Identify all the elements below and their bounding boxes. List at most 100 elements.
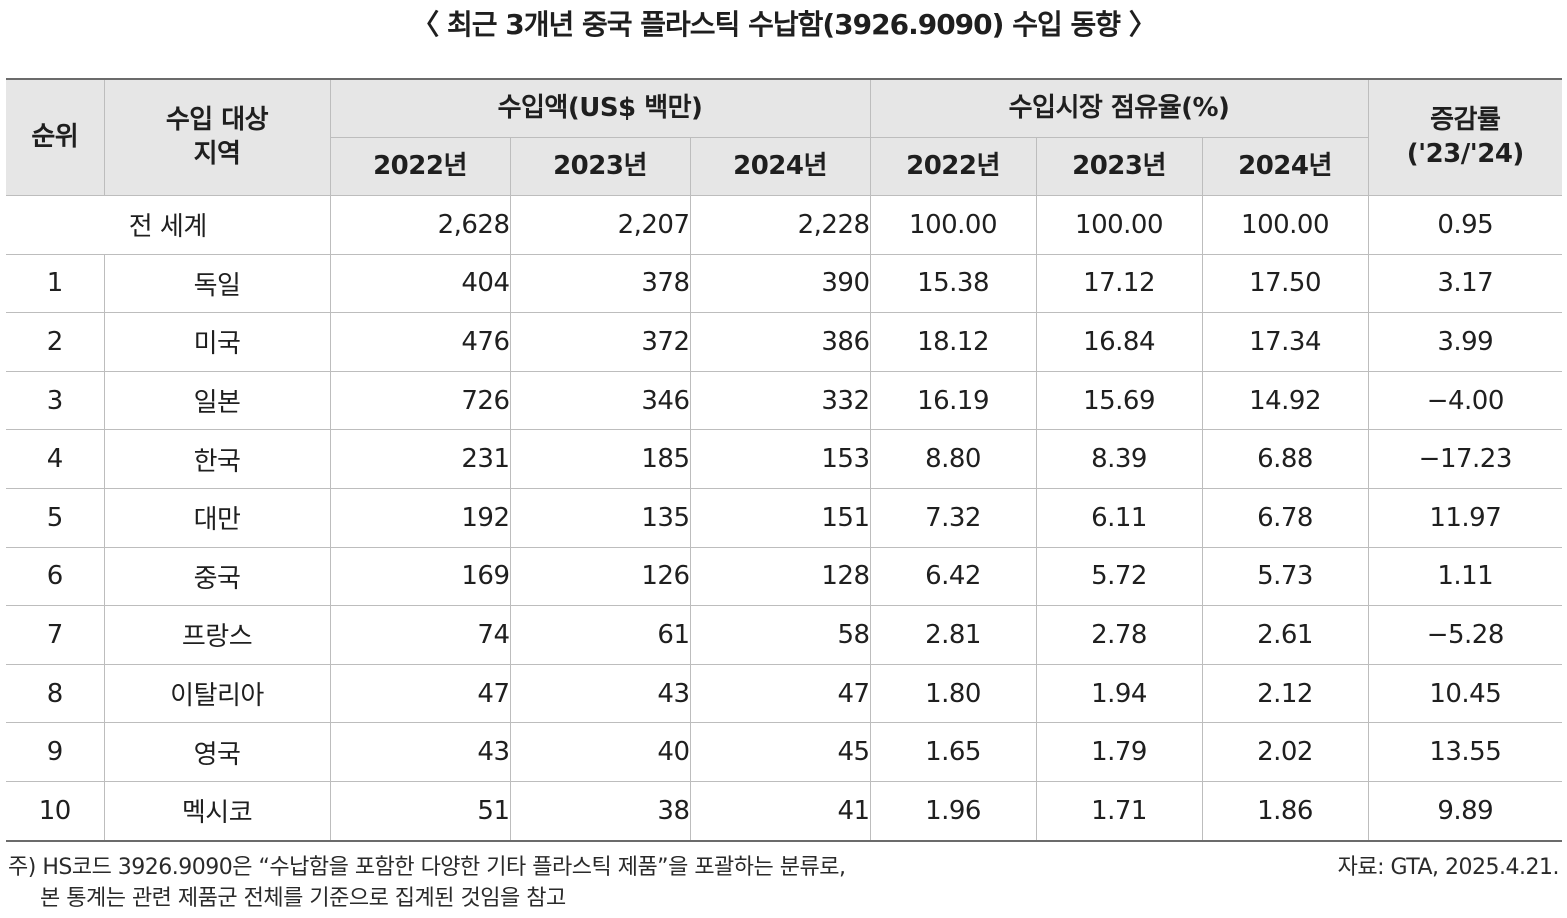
- value-2023-cell: 43: [509, 663, 691, 724]
- value-2022-cell: 726: [329, 370, 511, 431]
- table-row: 2 미국 476 372 386 18.12 16.84 17.34 3.99: [6, 312, 1563, 372]
- header-share-year-2023: 2023년: [1035, 137, 1203, 196]
- share-2024-cell: 1.86: [1201, 780, 1369, 842]
- value-2023-cell: 378: [509, 253, 691, 314]
- value-2024-cell: 332: [689, 370, 871, 431]
- share-2024-cell: 14.92: [1201, 370, 1369, 431]
- share-2022-cell: 6.42: [869, 546, 1037, 607]
- value-2022-cell: 192: [329, 487, 511, 548]
- share-2022-cell: 8.80: [869, 429, 1037, 489]
- value-2022-cell: 231: [329, 429, 511, 489]
- growth-cell: 3.99: [1367, 312, 1563, 372]
- share-2023-cell: 2.78: [1035, 605, 1203, 665]
- share-2024-cell: 17.34: [1201, 312, 1369, 372]
- table-row: 3 일본 726 346 332 16.19 15.69 14.92 −4.00: [6, 370, 1563, 431]
- share-2024-cell: 6.88: [1201, 429, 1369, 489]
- value-2024-cell: 151: [689, 487, 871, 548]
- header-region: 수입 대상 지역: [103, 78, 331, 196]
- value-2022-cell: 476: [329, 312, 511, 372]
- value-2022-cell: 74: [329, 605, 511, 665]
- value-2023-cell: 346: [509, 370, 691, 431]
- share-2024-cell: 2.12: [1201, 663, 1369, 724]
- rank-cell: 7: [6, 605, 105, 665]
- share-2022-cell: 18.12: [869, 312, 1037, 372]
- header-import-value: 수입액(US$ 백만): [329, 78, 871, 138]
- value-2024-cell: 41: [689, 780, 871, 842]
- value-2023-cell: 185: [509, 429, 691, 489]
- country-cell: 중국: [103, 546, 331, 607]
- rank-cell: 2: [6, 312, 105, 372]
- footnote: 주) HS코드 3926.9090은 “수납함을 포함한 다양한 기타 플라스틱…: [8, 852, 846, 914]
- rank-cell: 3: [6, 370, 105, 431]
- total-growth: 0.95: [1367, 195, 1563, 255]
- country-cell: 독일: [103, 253, 331, 314]
- growth-cell: 13.55: [1367, 722, 1563, 782]
- share-2024-cell: 2.02: [1201, 722, 1369, 782]
- share-2024-cell: 5.73: [1201, 546, 1369, 607]
- share-2022-cell: 1.80: [869, 663, 1037, 724]
- header-value-year-2024: 2024년: [689, 137, 871, 196]
- share-2024-cell: 2.61: [1201, 605, 1369, 665]
- country-cell: 한국: [103, 429, 331, 489]
- value-2024-cell: 45: [689, 722, 871, 782]
- country-cell: 이탈리아: [103, 663, 331, 724]
- share-2022-cell: 16.19: [869, 370, 1037, 431]
- share-2022-cell: 1.65: [869, 722, 1037, 782]
- total-value-2024: 2,228: [689, 195, 871, 255]
- header-rank: 순위: [6, 78, 105, 196]
- share-2023-cell: 5.72: [1035, 546, 1203, 607]
- import-trend-table: 순위 수입 대상 지역 수입액(US$ 백만) 수입시장 점유율(%) 증감률 ('…: [6, 78, 1563, 842]
- value-2022-cell: 51: [329, 780, 511, 842]
- value-2023-cell: 38: [509, 780, 691, 842]
- country-cell: 프랑스: [103, 605, 331, 665]
- value-2024-cell: 58: [689, 605, 871, 665]
- share-2023-cell: 1.71: [1035, 780, 1203, 842]
- country-cell: 일본: [103, 370, 331, 431]
- value-2023-cell: 135: [509, 487, 691, 548]
- growth-cell: 9.89: [1367, 780, 1563, 842]
- rank-cell: 5: [6, 487, 105, 548]
- value-2024-cell: 386: [689, 312, 871, 372]
- header-share-year-2022: 2022년: [869, 137, 1037, 196]
- share-2023-cell: 6.11: [1035, 487, 1203, 548]
- growth-cell: −4.00: [1367, 370, 1563, 431]
- rank-cell: 8: [6, 663, 105, 724]
- footnote-line1: 주) HS코드 3926.9090은 “수납함을 포함한 다양한 기타 플라스틱…: [8, 855, 846, 880]
- value-2024-cell: 153: [689, 429, 871, 489]
- table-row: 10 멕시코 51 38 41 1.96 1.71 1.86 9.89: [6, 780, 1563, 842]
- rank-cell: 9: [6, 722, 105, 782]
- table-row: 6 중국 169 126 128 6.42 5.72 5.73 1.11: [6, 546, 1563, 607]
- share-2023-cell: 1.94: [1035, 663, 1203, 724]
- growth-cell: −17.23: [1367, 429, 1563, 489]
- rank-cell: 6: [6, 546, 105, 607]
- source-note: 자료: GTA, 2025.4.21.: [1337, 855, 1560, 880]
- value-2023-cell: 372: [509, 312, 691, 372]
- country-cell: 멕시코: [103, 780, 331, 842]
- growth-cell: 1.11: [1367, 546, 1563, 607]
- value-2024-cell: 47: [689, 663, 871, 724]
- share-2022-cell: 7.32: [869, 487, 1037, 548]
- rank-cell: 4: [6, 429, 105, 489]
- growth-cell: −5.28: [1367, 605, 1563, 665]
- rank-cell: 10: [6, 780, 105, 842]
- header-value-year-2023: 2023년: [509, 137, 691, 196]
- share-2024-cell: 6.78: [1201, 487, 1369, 548]
- share-2022-cell: 1.96: [869, 780, 1037, 842]
- value-2023-cell: 126: [509, 546, 691, 607]
- table-title: 〈 최근 3개년 중국 플라스틱 수납함(3926.9090) 수입 동향 〉: [411, 8, 1156, 41]
- share-2023-cell: 17.12: [1035, 253, 1203, 314]
- total-share-2023: 100.00: [1035, 195, 1203, 255]
- table-row: 5 대만 192 135 151 7.32 6.11 6.78 11.97: [6, 487, 1563, 548]
- table-row: 7 프랑스 74 61 58 2.81 2.78 2.61 −5.28: [6, 605, 1563, 665]
- header-share-year-2024: 2024년: [1201, 137, 1369, 196]
- value-2022-cell: 43: [329, 722, 511, 782]
- value-2023-cell: 61: [509, 605, 691, 665]
- value-2024-cell: 390: [689, 253, 871, 314]
- total-value-2023: 2,207: [509, 195, 691, 255]
- share-2022-cell: 15.38: [869, 253, 1037, 314]
- value-2022-cell: 404: [329, 253, 511, 314]
- share-2023-cell: 1.79: [1035, 722, 1203, 782]
- share-2023-cell: 15.69: [1035, 370, 1203, 431]
- header-value-year-2022: 2022년: [330, 137, 511, 196]
- header-market-share: 수입시장 점유율(%): [869, 78, 1369, 138]
